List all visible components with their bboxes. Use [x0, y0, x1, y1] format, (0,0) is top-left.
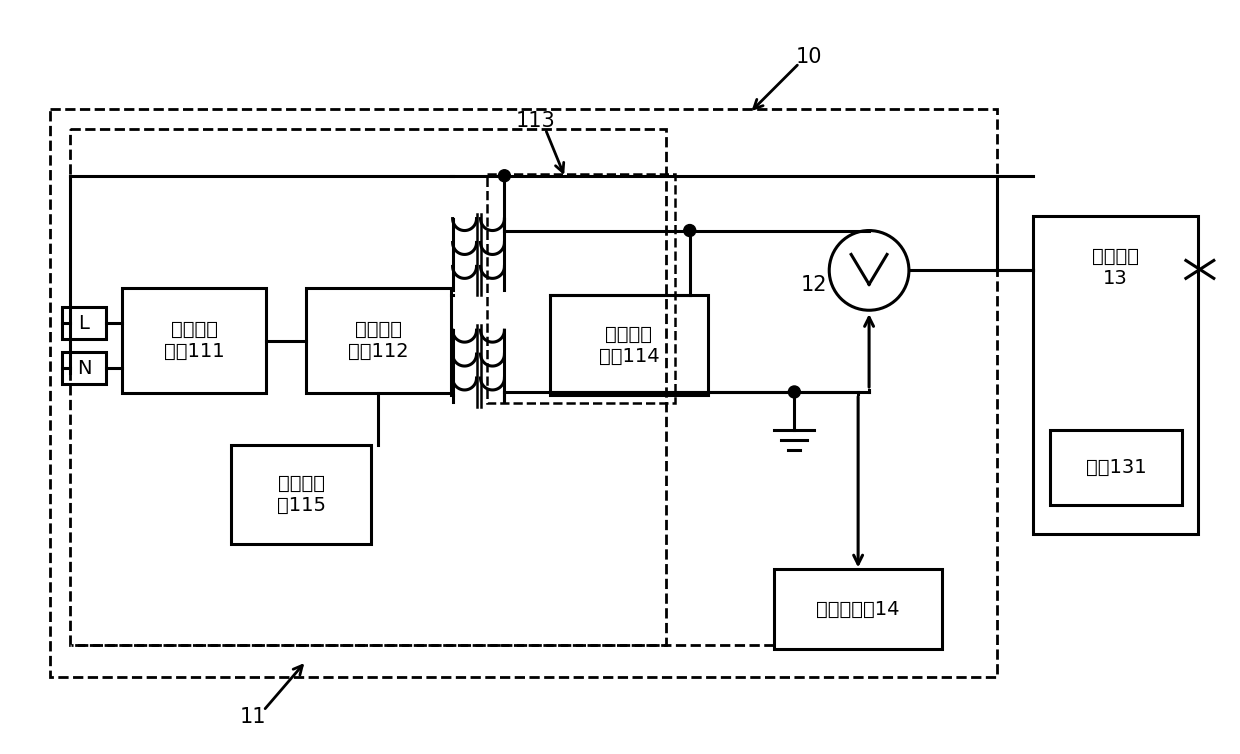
Bar [50, 109, 997, 677]
Bar [69, 129, 666, 645]
Circle shape [789, 386, 800, 398]
Bar [551, 296, 708, 395]
Text: 功率变换
单元112: 功率变换 单元112 [348, 320, 409, 361]
Text: 10: 10 [796, 48, 822, 67]
Bar [232, 445, 371, 544]
Bar [1033, 216, 1198, 535]
Text: 12: 12 [801, 275, 827, 296]
Text: L: L [78, 314, 89, 333]
Text: 负载131: 负载131 [1086, 458, 1147, 477]
Circle shape [498, 170, 511, 182]
Text: 11: 11 [241, 706, 267, 727]
Bar [122, 288, 267, 393]
Text: 内部控制
器115: 内部控制 器115 [277, 474, 326, 515]
Text: 工作腔体
13: 工作腔体 13 [1092, 247, 1140, 288]
Text: 倍压整流
单元114: 倍压整流 单元114 [599, 325, 660, 366]
Bar [1050, 430, 1182, 504]
Text: 113: 113 [516, 111, 556, 131]
Bar [306, 288, 450, 393]
Bar [775, 569, 942, 649]
Bar [62, 352, 105, 384]
Bar [62, 308, 105, 339]
Text: 整流滤波
单元111: 整流滤波 单元111 [164, 320, 224, 361]
Bar [487, 173, 675, 403]
Circle shape [683, 225, 696, 237]
Text: 保护单元．14: 保护单元．14 [816, 599, 900, 618]
Text: N: N [77, 359, 92, 378]
